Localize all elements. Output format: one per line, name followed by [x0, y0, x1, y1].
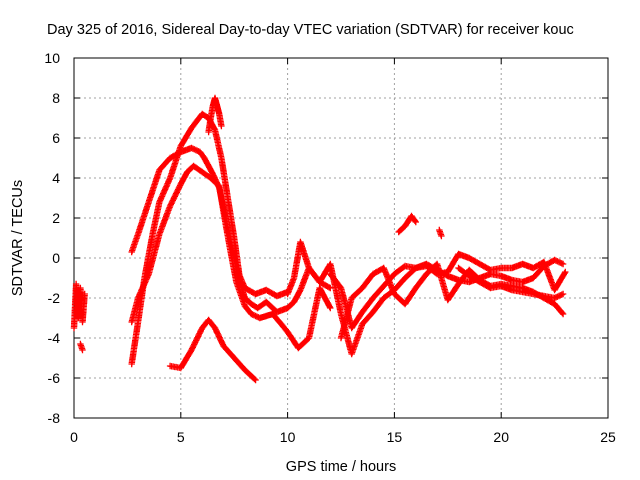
y-tick-label: 8	[52, 90, 60, 106]
x-tick-label: 15	[387, 429, 403, 445]
x-tick-label: 25	[600, 429, 616, 445]
chart-title: Day 325 of 2016, Sidereal Day-to-day VTE…	[47, 22, 574, 38]
series-arc-e	[166, 316, 259, 384]
y-tick-label: 6	[52, 130, 60, 146]
y-tick-label: 2	[52, 210, 60, 226]
series-points	[166, 316, 259, 384]
series-points	[77, 340, 86, 354]
series-arc-a2	[77, 340, 86, 354]
series-points	[128, 110, 334, 368]
x-axis-label: GPS time / hours	[286, 459, 396, 475]
y-axis-label: SDTVAR / TECUs	[10, 180, 26, 296]
series-points	[455, 264, 567, 302]
x-tick-label: 10	[280, 429, 296, 445]
y-tick-label: -6	[48, 370, 61, 386]
x-tick-label: 20	[493, 429, 509, 445]
axis-ticks: 0 5 10 15 20 25 -8 -6 -4 -2 0 2 4 6 8 10	[44, 50, 616, 445]
y-tick-label: 4	[52, 170, 60, 186]
plot-frame	[73, 57, 609, 419]
series-points	[205, 94, 225, 136]
grid-lines	[74, 58, 608, 418]
data-points	[70, 94, 569, 384]
series-arc-j	[395, 212, 419, 236]
y-tick-label: -2	[48, 290, 61, 306]
y-tick-label: -4	[48, 330, 61, 346]
series-arc-c2	[205, 94, 225, 136]
series-points	[70, 280, 88, 332]
series-arc-i	[455, 264, 567, 302]
series-arc-a	[70, 280, 88, 332]
y-tick-label: 0	[52, 250, 60, 266]
series-points	[395, 212, 419, 236]
series-points	[128, 162, 334, 352]
series-arc-k	[436, 226, 445, 240]
x-tick-label: 0	[70, 429, 78, 445]
series-arc-d	[128, 162, 334, 352]
series-arc-c	[128, 110, 334, 368]
x-tick-label: 5	[177, 429, 185, 445]
y-tick-label: 10	[44, 50, 60, 66]
series-points	[436, 226, 445, 240]
y-tick-label: -8	[48, 410, 61, 426]
